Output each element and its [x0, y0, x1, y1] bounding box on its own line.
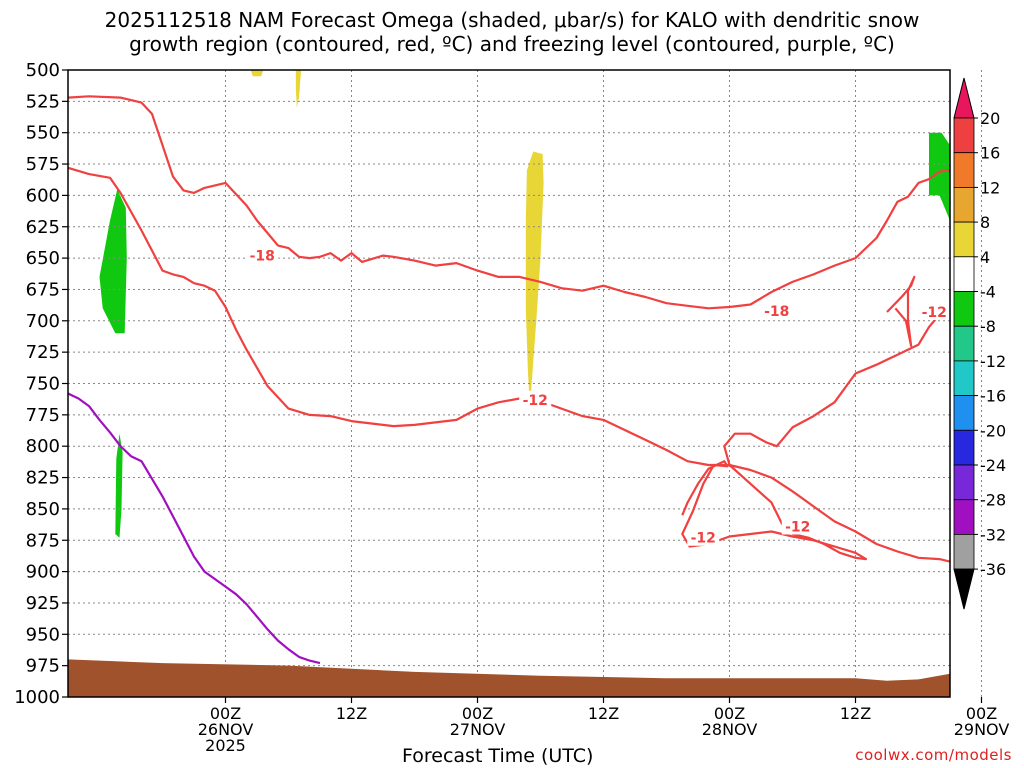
y-tick-label: 600 [26, 185, 60, 206]
contour-label-bg [246, 246, 279, 264]
colorbar-segment [953, 464, 975, 501]
y-tick-label: 575 [26, 154, 60, 175]
omega-shade-green [115, 433, 123, 538]
contour-line [68, 392, 321, 665]
chart-title-line2: growth region (contoured, red, ºC) and f… [129, 32, 895, 56]
y-tick-label: 500 [26, 60, 60, 81]
y-tick-label: 625 [26, 217, 60, 238]
credit-text: coolwx.com/models [855, 746, 1012, 764]
contour-label: -12 [523, 393, 548, 409]
y-tick-label: 1000 [14, 687, 60, 708]
contour-label: -18 [764, 304, 789, 320]
colorbar-segment [953, 117, 975, 154]
y-tick-label: 850 [26, 499, 60, 520]
colorbar-label: 12 [980, 178, 1000, 197]
contour-label: -12 [922, 305, 947, 321]
y-tick-label: 925 [26, 593, 60, 614]
y-tick-label: 975 [26, 656, 60, 677]
x-tick-label: 27NOV [450, 720, 506, 739]
x-tick-label: 2025 [205, 736, 246, 755]
colorbar-label: -36 [980, 560, 1006, 579]
x-tick-label: 00Z [966, 704, 997, 723]
y-tick-label: 550 [26, 123, 60, 144]
omega-shade-green [99, 189, 127, 334]
colorbar-segment [953, 499, 975, 535]
y-tick-label: 875 [26, 530, 60, 551]
x-tick-label: 28NOV [702, 720, 758, 739]
contour-line [68, 95, 950, 310]
y-tick-label: 675 [26, 279, 60, 300]
y-tick-label: 900 [26, 562, 60, 583]
contour-line [681, 313, 941, 561]
colorbar-top-triangle [953, 77, 975, 119]
y-tick-label: 725 [26, 342, 60, 363]
omega-shade-cyan [1009, 202, 1024, 359]
y-tick-label: 825 [26, 468, 60, 489]
contour-line [886, 275, 916, 347]
omega-shade-yellow [1020, 484, 1024, 553]
colorbar-label: 8 [980, 213, 990, 232]
x-tick-label: 00Z [210, 704, 241, 723]
y-tick-label: 525 [26, 91, 60, 112]
x-tick-label: 29NOV [954, 720, 1010, 739]
colorbar-label: -24 [980, 456, 1006, 475]
x-tick-label: 00Z [462, 704, 493, 723]
colorbar-segment [953, 325, 975, 362]
colorbar-label: 20 [980, 109, 1000, 128]
colorbar-segment [953, 395, 975, 431]
omega-shade-yellow [295, 70, 302, 108]
y-tick-label: 750 [26, 374, 60, 395]
contour-label: -12 [785, 519, 810, 535]
contour-line [68, 166, 950, 563]
colorbar-label: -16 [980, 387, 1006, 406]
x-tick-label: 26NOV [198, 720, 254, 739]
contour-label-bg [687, 528, 720, 546]
y-tick-label: 700 [26, 311, 60, 332]
chart-title-line1: 2025112518 NAM Forecast Omega (shaded, μ… [104, 8, 920, 32]
colorbar-segment [953, 291, 975, 327]
y-tick-label: 650 [26, 248, 60, 269]
colorbar-segment [953, 186, 975, 223]
omega-shade-yellow [250, 70, 264, 77]
x-tick-label: 12Z [588, 704, 619, 723]
colorbar-label: -32 [980, 525, 1006, 544]
x-axis-label: Forecast Time (UTC) [402, 745, 594, 767]
colorbar-segment [953, 429, 975, 466]
contour-label-bg [781, 517, 814, 535]
colorbar-segment [953, 256, 975, 292]
x-tick-label: 12Z [336, 704, 367, 723]
x-tick-label: 00Z [714, 704, 745, 723]
colorbar-segment [953, 152, 975, 188]
colorbar-label: -28 [980, 491, 1006, 510]
colorbar-label: 4 [980, 248, 990, 267]
y-tick-label: 800 [26, 436, 60, 457]
contour-label: -12 [691, 531, 716, 547]
colorbar-segment [953, 360, 975, 396]
contour-label-bg [519, 390, 552, 408]
colorbar-segment [953, 534, 975, 570]
colorbar-bottom-triangle [953, 568, 975, 610]
y-tick-label: 950 [26, 624, 60, 645]
colorbar-label: -20 [980, 421, 1006, 440]
omega-shade-green [929, 132, 950, 221]
contour-label-bg [918, 303, 951, 321]
x-tick-label: 12Z [840, 704, 871, 723]
colorbar-segment [953, 221, 975, 258]
contour-label-bg [760, 301, 793, 319]
colorbar-label: 16 [980, 144, 1000, 163]
colorbar-label: -12 [980, 352, 1006, 371]
colorbar-label: -4 [980, 283, 996, 302]
colorbar-label: -8 [980, 317, 996, 336]
ground-terrain [68, 659, 950, 697]
y-tick-label: 775 [26, 405, 60, 426]
contour-label: -18 [250, 249, 275, 265]
